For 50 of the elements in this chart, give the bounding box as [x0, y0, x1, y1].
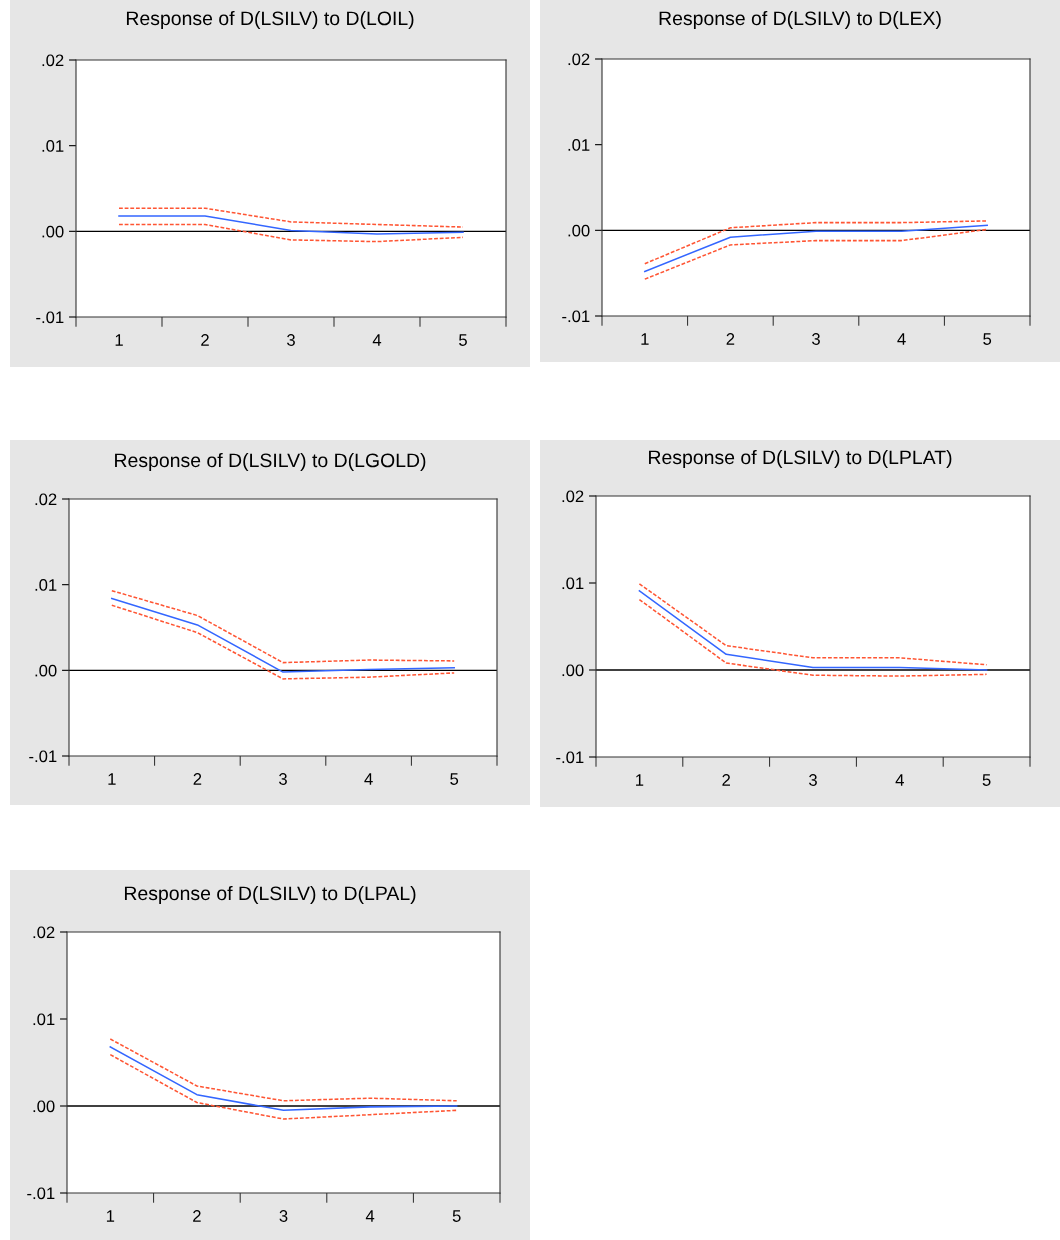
y-tick-label: .01 — [35, 579, 57, 591]
x-tick-label: 1 — [115, 334, 123, 346]
x-tick-label: 4 — [895, 774, 904, 786]
x-tick-label: 2 — [201, 334, 209, 346]
x-tick-label: 5 — [459, 334, 467, 346]
y-tick-label: .00 — [568, 224, 590, 237]
y-tick-label: .02 — [33, 926, 55, 939]
x-tick-label: 4 — [897, 333, 906, 345]
x-tick-label: 2 — [722, 774, 730, 786]
x-tick-label: 5 — [450, 773, 459, 785]
x-tick-label: 3 — [809, 774, 817, 786]
y-tick-label: .02 — [35, 493, 57, 506]
y-tick-label: .00 — [35, 664, 57, 677]
y-tick-label: -.01 — [556, 751, 584, 764]
y-tick-label: .02 — [562, 490, 584, 503]
y-tick-label: .00 — [562, 664, 584, 677]
x-tick-label: 3 — [279, 773, 287, 785]
x-tick-label: 4 — [364, 773, 373, 785]
x-tick-label: 5 — [982, 774, 991, 786]
x-tick-label: 1 — [641, 333, 649, 345]
x-tick-label: 2 — [726, 333, 735, 345]
x-tick-label: 1 — [108, 773, 116, 785]
y-tick-label: .00 — [42, 225, 64, 238]
y-tick-label: .01 — [33, 1013, 55, 1026]
x-tick-label: 2 — [193, 1210, 201, 1222]
x-tick-label: 5 — [983, 333, 992, 345]
x-tick-label: 1 — [636, 774, 644, 786]
chart-title: Response of D(LSILV) to D(LEX) — [659, 10, 941, 30]
x-tick-label: 5 — [452, 1210, 461, 1222]
y-tick-label: .01 — [562, 577, 584, 590]
y-tick-label: .00 — [33, 1100, 55, 1113]
x-tick-label: 4 — [365, 1210, 375, 1222]
chart-title: Response of D(LSILV) to D(LGOLD) — [115, 452, 426, 472]
x-tick-label: 1 — [106, 1210, 115, 1222]
x-tick-label: 3 — [812, 333, 820, 345]
x-tick-label: 3 — [279, 1210, 288, 1222]
y-tick-label: .02 — [42, 54, 64, 67]
y-tick-label: .01 — [42, 140, 64, 152]
y-tick-label: -.01 — [36, 311, 64, 324]
x-tick-label: 2 — [193, 773, 202, 785]
y-tick-label: .02 — [568, 53, 590, 66]
chart-title: Response of D(LSILV) to D(LPLAT) — [649, 449, 952, 469]
y-tick-label: -.01 — [29, 750, 57, 763]
y-tick-label: .01 — [568, 139, 590, 151]
y-tick-label: -.01 — [27, 1187, 55, 1200]
y-tick-label: -.01 — [562, 310, 590, 323]
chart-title: Response of D(LSILV) to D(LOIL) — [126, 10, 414, 30]
x-tick-label: 3 — [287, 334, 295, 346]
x-tick-label: 4 — [372, 334, 382, 346]
chart-title: Response of D(LSILV) to D(LPAL) — [124, 885, 416, 905]
